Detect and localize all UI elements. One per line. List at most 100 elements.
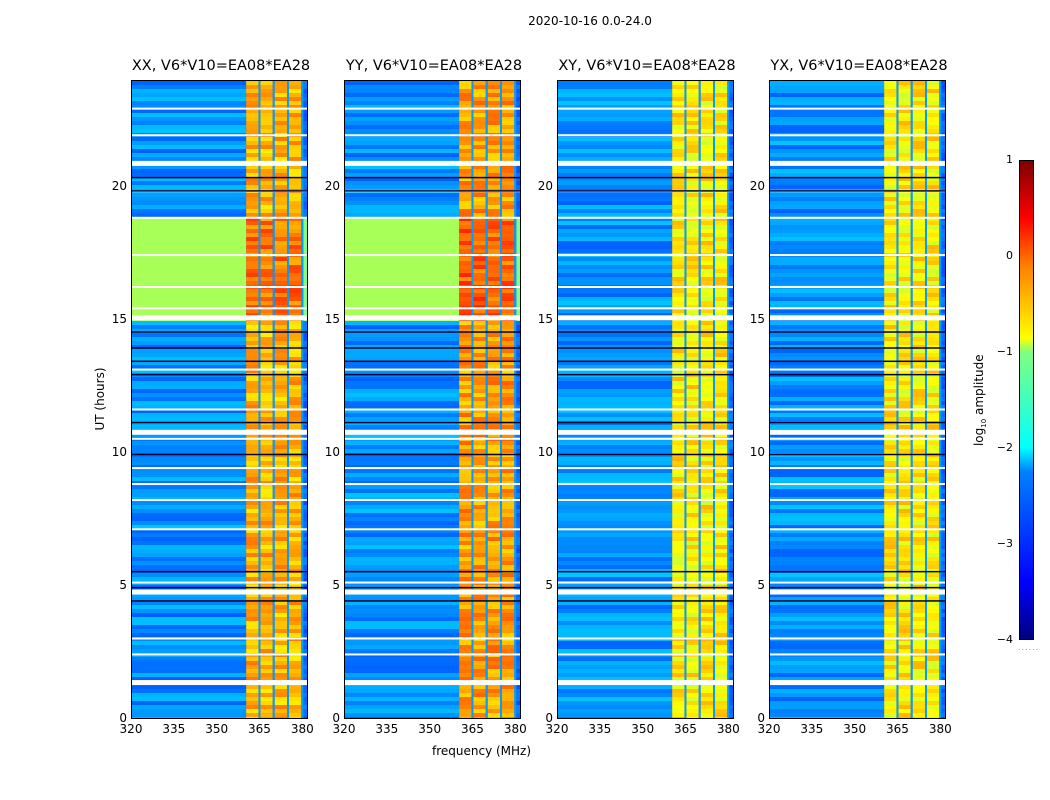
background-cell [770,101,885,105]
background-cell [516,409,520,413]
background-cell [729,389,733,393]
channel-gap [258,529,261,533]
channel-gap [258,541,261,545]
channel-gap [471,85,474,89]
rfi-cell [473,405,486,409]
background-cell [132,409,247,413]
y-tick-label: 5 [119,577,127,592]
background-cell [132,137,247,141]
rfi-cell [289,457,302,461]
rfi-cell [487,477,501,481]
rfi-cell [700,705,714,709]
background-cell [303,505,307,509]
rfi-cell [289,469,302,473]
background-cell [345,353,460,357]
background-cell [345,313,460,317]
rfi-cell [700,537,714,541]
channel-gap [713,205,716,209]
rfi-cell [473,709,486,713]
channel-gap [713,117,716,121]
rfi-cell [700,577,714,581]
background-cell [729,485,733,489]
rfi-cell [700,413,714,417]
rfi-cell [459,89,472,93]
plot-area [557,80,734,719]
channel-gap [698,649,701,653]
rfi-cell [260,309,273,313]
rfi-cell [246,381,259,385]
rfi-cell [289,669,302,673]
rfi-cell [473,97,486,101]
rfi-cell [686,85,699,89]
background-cell [345,541,460,545]
dark-row [132,190,307,192]
rfi-cell [260,493,273,497]
channel-gap [698,245,701,249]
rfi-cell [502,473,515,477]
rfi-cell [502,529,515,533]
background-cell [558,205,673,209]
channel-gap [727,141,730,145]
channel-gap [287,173,290,177]
channel-gap [514,261,517,265]
channel-gap [301,173,304,177]
channel-gap [514,125,517,129]
rfi-cell [672,489,685,493]
background-cell [345,601,460,605]
rfi-cell [672,565,685,569]
channel-gap [500,645,503,649]
rfi-cell [487,605,501,609]
rfi-cell [686,641,699,645]
rfi-cell [274,249,288,253]
rfi-cell [700,417,714,421]
channel-gap [698,297,701,301]
rfi-cell [686,685,699,689]
rfi-cell [884,85,897,89]
channel-gap [684,281,687,285]
rfi-cell [502,577,515,581]
rfi-cell [715,705,728,709]
channel-gap [471,89,474,93]
channel-gap [471,357,474,361]
rfi-cell [686,385,699,389]
background-cell [516,597,520,601]
channel-gap [272,333,275,337]
channel-gap [514,337,517,341]
channel-gap [713,153,716,157]
background-cell [303,241,307,245]
rfi-cell [502,305,515,309]
channel-gap [258,489,261,493]
rfi-cell [672,389,685,393]
channel-gap [698,325,701,329]
channel-gap [258,361,261,365]
channel-gap [485,625,488,629]
background-cell [558,365,673,369]
channel-gap [727,665,730,669]
dark-row [558,570,733,573]
background-cell [303,209,307,213]
background-cell [345,193,460,197]
rfi-cell [686,337,699,341]
rfi-cell [459,205,472,209]
rfi-cell [686,521,699,525]
background-cell [516,121,520,125]
rfi-cell [289,573,302,577]
rfi-cell [502,277,515,281]
rfi-cell [672,521,685,525]
rfi-cell [502,561,515,565]
channel-gap [684,713,687,717]
rfi-cell [502,441,515,445]
rfi-cell [459,333,472,337]
channel-gap [471,145,474,149]
background-cell [729,345,733,349]
channel-gap [727,597,730,601]
rfi-cell [487,469,501,473]
rfi-cell [260,489,273,493]
channel-gap [727,233,730,237]
channel-gap [272,249,275,253]
channel-gap [727,401,730,405]
rfi-cell [473,221,486,225]
rfi-cell [715,105,728,109]
rfi-cell [672,201,685,205]
rfi-cell [715,669,728,673]
